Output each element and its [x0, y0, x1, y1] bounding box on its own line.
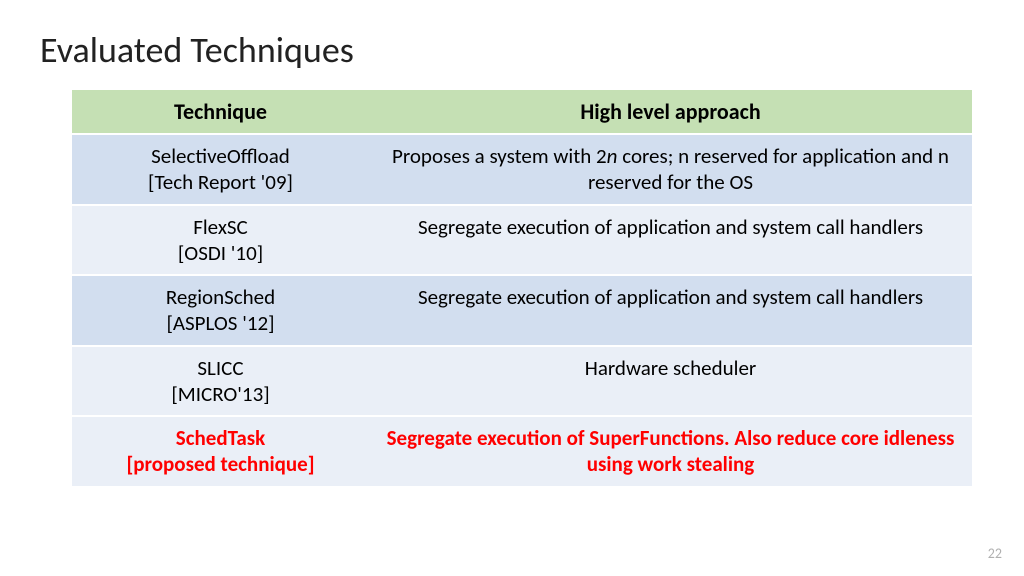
table-row: FlexSC [OSDI '10] Segregate execution of… [72, 206, 972, 275]
table-row: RegionSched [ASPLOS '12] Segregate execu… [72, 276, 972, 345]
techniques-table: Technique High level approach SelectiveO… [72, 88, 972, 488]
col-header-approach: High level approach [369, 90, 972, 133]
technique-name: FlexSC [82, 214, 359, 240]
technique-cite: [Tech Report '09] [82, 169, 359, 195]
cell-technique: SLICC [MICRO'13] [72, 347, 369, 416]
cell-technique: FlexSC [OSDI '10] [72, 206, 369, 275]
approach-text-post: cores; n reserved for application and n … [588, 143, 949, 195]
slide-title: Evaluated Techniques [40, 28, 354, 72]
table-header-row: Technique High level approach [72, 90, 972, 133]
technique-cite: [ASPLOS '12] [82, 310, 359, 336]
technique-name: SelectiveOffload [82, 143, 359, 169]
cell-approach: Hardware scheduler [369, 347, 972, 416]
col-header-technique: Technique [72, 90, 369, 133]
technique-cite: [MICRO'13] [82, 381, 359, 407]
cell-approach: Segregate execution of SuperFunctions. A… [369, 417, 972, 486]
cell-technique: SchedTask [proposed technique] [72, 417, 369, 486]
cell-approach: Segregate execution of application and s… [369, 206, 972, 275]
technique-cite: [proposed technique] [82, 451, 359, 477]
approach-text-pre: Proposes a system with 2 [392, 143, 607, 169]
table-row: SelectiveOffload [Tech Report '09] Propo… [72, 135, 972, 204]
cell-approach: Proposes a system with 2n cores; n reser… [369, 135, 972, 204]
technique-name: SchedTask [82, 425, 359, 451]
table-row: SLICC [MICRO'13] Hardware scheduler [72, 347, 972, 416]
table-row-highlight: SchedTask [proposed technique] Segregate… [72, 417, 972, 486]
cell-technique: SelectiveOffload [Tech Report '09] [72, 135, 369, 204]
cell-technique: RegionSched [ASPLOS '12] [72, 276, 369, 345]
cell-approach: Segregate execution of application and s… [369, 276, 972, 345]
technique-name: SLICC [82, 355, 359, 381]
page-number: 22 [988, 545, 1002, 562]
approach-n: n [607, 143, 618, 169]
technique-name: RegionSched [82, 284, 359, 310]
technique-cite: [OSDI '10] [82, 240, 359, 266]
